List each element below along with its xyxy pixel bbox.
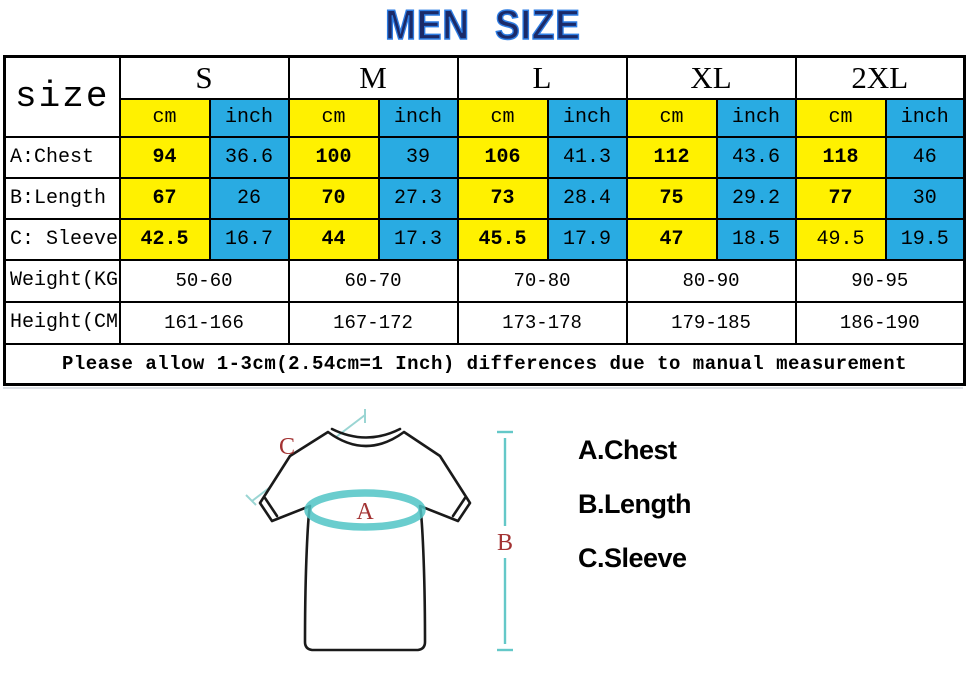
unit-header-cm: cm bbox=[794, 97, 887, 138]
size-column-header-l: L bbox=[456, 55, 628, 100]
page-title: MEN SIZE bbox=[384, 0, 581, 49]
height-row: Height(CM) 161-166 167-172 173-178 179-1… bbox=[3, 300, 966, 345]
legend-item-sleeve: C.Sleeve bbox=[578, 543, 687, 573]
chest-cm-cell: 94 bbox=[118, 135, 211, 179]
length-cm-cell: 73 bbox=[456, 176, 549, 220]
sleeve-inch-cell: 18.5 bbox=[715, 217, 797, 261]
unit-header-row: cm inch cm inch cm inch cm inch cm inch bbox=[5, 97, 966, 138]
chest-inch-cell: 39 bbox=[377, 135, 459, 179]
height-cell: 161-166 bbox=[118, 300, 290, 345]
size-column-header-2xl: 2XL bbox=[794, 55, 966, 100]
table-bottom-shadow bbox=[3, 387, 963, 389]
weight-cell: 50-60 bbox=[118, 258, 290, 303]
unit-header-cm: cm bbox=[456, 97, 549, 138]
note-row: Please allow 1-3cm(2.54cm=1 Inch) differ… bbox=[3, 342, 966, 386]
sleeve-inch-cell: 19.5 bbox=[884, 217, 966, 261]
row-label-length: B:Length bbox=[3, 176, 121, 220]
weight-row: Weight(KG) 50-60 60-70 70-80 80-90 90-95 bbox=[3, 258, 966, 303]
weight-cell: 60-70 bbox=[287, 258, 459, 303]
size-column-header-m: M bbox=[287, 55, 459, 100]
chest-row: A:Chest 94 36.6 100 39 106 41.3 112 43.6… bbox=[3, 135, 966, 179]
length-inch-cell: 27.3 bbox=[377, 176, 459, 220]
unit-header-inch: inch bbox=[546, 97, 628, 138]
height-cell: 167-172 bbox=[287, 300, 459, 345]
sleeve-inch-cell: 17.3 bbox=[377, 217, 459, 261]
height-cell: 179-185 bbox=[625, 300, 797, 345]
length-inch-cell: 26 bbox=[208, 176, 290, 220]
row-label-height: Height(CM) bbox=[3, 300, 121, 345]
weight-cell: 90-95 bbox=[794, 258, 966, 303]
chest-inch-cell: 41.3 bbox=[546, 135, 628, 179]
size-table: size S M L XL 2XL cm inch cm inch cm inc… bbox=[3, 55, 966, 386]
chest-cm-cell: 112 bbox=[625, 135, 718, 179]
sleeve-cm-cell: 42.5 bbox=[118, 217, 211, 261]
diagram-label-c: C bbox=[279, 434, 295, 460]
weight-cell: 70-80 bbox=[456, 258, 628, 303]
unit-header-cm: cm bbox=[287, 97, 380, 138]
length-cm-cell: 77 bbox=[794, 176, 887, 220]
size-column-header-s: S bbox=[118, 55, 290, 100]
tshirt-outline bbox=[258, 427, 472, 652]
height-cell: 173-178 bbox=[456, 300, 628, 345]
unit-header-inch: inch bbox=[208, 97, 290, 138]
chest-measure-ellipse bbox=[304, 489, 426, 531]
note-text: Please allow 1-3cm(2.54cm=1 Inch) differ… bbox=[3, 342, 966, 386]
chest-cm-cell: 106 bbox=[456, 135, 549, 179]
height-cell: 186-190 bbox=[794, 300, 966, 345]
unit-header-cm: cm bbox=[625, 97, 718, 138]
unit-header-cm: cm bbox=[118, 97, 211, 138]
row-label-weight: Weight(KG) bbox=[3, 258, 121, 303]
length-cm-cell: 75 bbox=[625, 176, 718, 220]
size-corner-label: size bbox=[3, 55, 121, 138]
diagram-label-a: A bbox=[356, 499, 374, 525]
chest-inch-cell: 46 bbox=[884, 135, 966, 179]
tshirt-diagram: C A B bbox=[245, 409, 513, 652]
sleeve-inch-cell: 16.7 bbox=[208, 217, 290, 261]
length-measure-line bbox=[497, 430, 513, 652]
sleeve-cm-cell: 47 bbox=[625, 217, 718, 261]
length-inch-cell: 29.2 bbox=[715, 176, 797, 220]
unit-header-inch: inch bbox=[884, 97, 966, 138]
legend-item-length: B.Length bbox=[578, 489, 691, 519]
length-cm-cell: 67 bbox=[118, 176, 211, 220]
length-cm-cell: 70 bbox=[287, 176, 380, 220]
diagram-label-b: B bbox=[497, 530, 513, 556]
chest-inch-cell: 36.6 bbox=[208, 135, 290, 179]
size-column-header-xl: XL bbox=[625, 55, 797, 100]
legend-item-chest: A.Chest bbox=[578, 435, 677, 465]
size-header-row: size S M L XL 2XL bbox=[3, 55, 966, 138]
sleeve-cm-cell: 49.5 bbox=[794, 217, 887, 261]
sleeve-cm-cell: 44 bbox=[287, 217, 380, 261]
row-label-chest: A:Chest bbox=[3, 135, 121, 179]
sleeve-row: C: Sleeve 42.5 16.7 44 17.3 45.5 17.9 47… bbox=[3, 217, 966, 261]
weight-cell: 80-90 bbox=[625, 258, 797, 303]
unit-header-inch: inch bbox=[377, 97, 459, 138]
length-inch-cell: 30 bbox=[884, 176, 966, 220]
sleeve-cm-cell: 45.5 bbox=[456, 217, 549, 261]
row-label-sleeve: C: Sleeve bbox=[3, 217, 121, 261]
length-row: B:Length 67 26 70 27.3 73 28.4 75 29.2 7… bbox=[3, 176, 966, 220]
unit-header-inch: inch bbox=[715, 97, 797, 138]
measurement-legend: A.Chest B.Length C.Sleeve bbox=[578, 435, 691, 597]
length-inch-cell: 28.4 bbox=[546, 176, 628, 220]
chest-cm-cell: 118 bbox=[794, 135, 887, 179]
chest-cm-cell: 100 bbox=[287, 135, 380, 179]
sleeve-inch-cell: 17.9 bbox=[546, 217, 628, 261]
chest-inch-cell: 43.6 bbox=[715, 135, 797, 179]
